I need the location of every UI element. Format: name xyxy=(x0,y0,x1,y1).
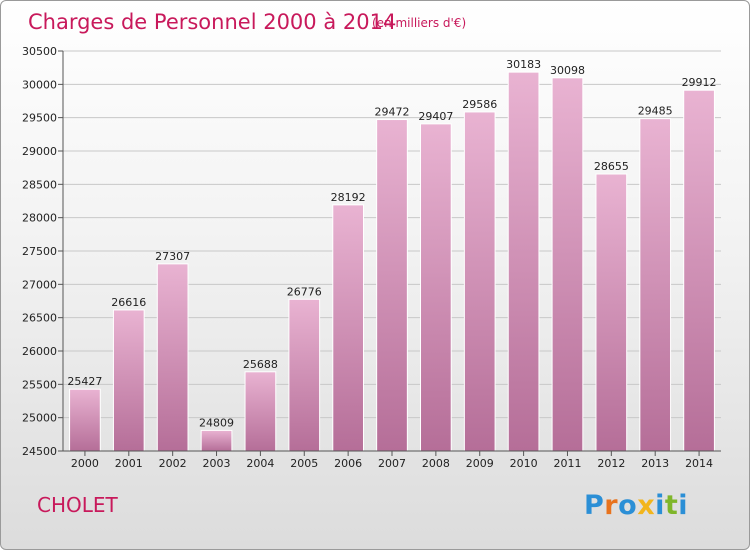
bars: 25427 26616 27307 24809 25688 26776 28192 29472… xyxy=(67,58,717,452)
bar-2013 xyxy=(639,118,672,452)
chart-title: Charges de Personnel 2000 à 2014 xyxy=(28,10,396,34)
bar-2003 xyxy=(200,429,233,452)
data-label-2003: 24809 xyxy=(199,416,234,429)
data-label-2004: 25688 xyxy=(243,358,278,371)
data-label-2002: 27307 xyxy=(155,250,190,263)
bar-2001 xyxy=(112,309,145,452)
bar-2014 xyxy=(683,89,715,452)
data-label-2005: 26776 xyxy=(287,285,322,298)
logo-letter: x xyxy=(637,490,656,521)
bar-2000 xyxy=(69,388,101,452)
y-tick-label: 27500 xyxy=(22,245,57,258)
y-tick-label: 30000 xyxy=(22,78,57,91)
data-label-2007: 29472 xyxy=(375,106,410,119)
logo-letter: o xyxy=(618,490,638,521)
x-tick-label-2008: 2008 xyxy=(422,457,450,470)
x-tick-label-2004: 2004 xyxy=(246,457,274,470)
city-name: CHOLET xyxy=(37,493,118,517)
logo-letter: r xyxy=(604,490,619,521)
x-tick-label-2011: 2011 xyxy=(553,457,581,470)
logo-letter: i xyxy=(678,490,689,521)
data-label-2001: 26616 xyxy=(111,296,146,309)
bar-2007 xyxy=(376,119,408,452)
data-label-2000: 25427 xyxy=(67,375,102,388)
bar-2010 xyxy=(507,71,540,452)
x-tick-label-2005: 2005 xyxy=(290,457,318,470)
x-tick-label-2006: 2006 xyxy=(334,457,362,470)
x-tick-label-2000: 2000 xyxy=(71,457,99,470)
y-tick-label: 28500 xyxy=(22,178,57,191)
data-label-2013: 29485 xyxy=(638,105,673,118)
data-label-2008: 29407 xyxy=(418,110,453,123)
x-tick-label-2003: 2003 xyxy=(203,457,231,470)
data-label-2014: 29912 xyxy=(682,76,717,89)
x-tick-label-2002: 2002 xyxy=(159,457,187,470)
proxiti-logo[interactable]: Proxiti xyxy=(584,490,688,521)
data-label-2006: 28192 xyxy=(331,191,366,204)
y-tick-label: 26500 xyxy=(22,312,57,325)
bar-2009 xyxy=(463,111,496,452)
x-tick-label-2010: 2010 xyxy=(510,457,538,470)
chart-subtitle: (en milliers d'€) xyxy=(372,16,466,30)
data-label-2012: 28655 xyxy=(594,160,629,173)
bar-2012 xyxy=(595,173,628,452)
y-tick-label: 28000 xyxy=(22,212,57,225)
x-tick-label-2013: 2013 xyxy=(641,457,669,470)
y-tick-label: 24500 xyxy=(22,445,57,458)
data-label-2011: 30098 xyxy=(550,64,585,77)
bar-2011 xyxy=(551,77,584,452)
x-tick-label-2012: 2012 xyxy=(597,457,625,470)
y-tick-label: 27000 xyxy=(22,278,57,291)
x-tick-label-2009: 2009 xyxy=(466,457,494,470)
axes: 24500 25000 25500 26000 26500 27000 27500 28000… xyxy=(22,45,721,470)
logo-letter: i xyxy=(655,490,665,521)
y-tick-label: 29500 xyxy=(22,112,57,125)
x-tick-label-2014: 2014 xyxy=(685,457,713,470)
bar-2004 xyxy=(244,371,277,452)
bar-2002 xyxy=(156,263,189,452)
bar-2008 xyxy=(420,123,452,452)
data-label-2010: 30183 xyxy=(506,58,541,71)
logo-letter: P xyxy=(584,490,605,521)
y-tick-label: 30500 xyxy=(22,45,57,58)
data-label-2009: 29586 xyxy=(462,98,497,111)
y-tick-label: 25000 xyxy=(22,412,57,425)
x-tick-label-2007: 2007 xyxy=(378,457,406,470)
logo-letter: t xyxy=(664,490,679,521)
y-tick-label: 25500 xyxy=(22,378,57,391)
bar-2006 xyxy=(332,204,364,452)
x-tick-label-2001: 2001 xyxy=(115,457,143,470)
y-tick-label: 26000 xyxy=(22,345,57,358)
y-tick-label: 29000 xyxy=(22,145,57,158)
bar-2005 xyxy=(288,298,321,452)
